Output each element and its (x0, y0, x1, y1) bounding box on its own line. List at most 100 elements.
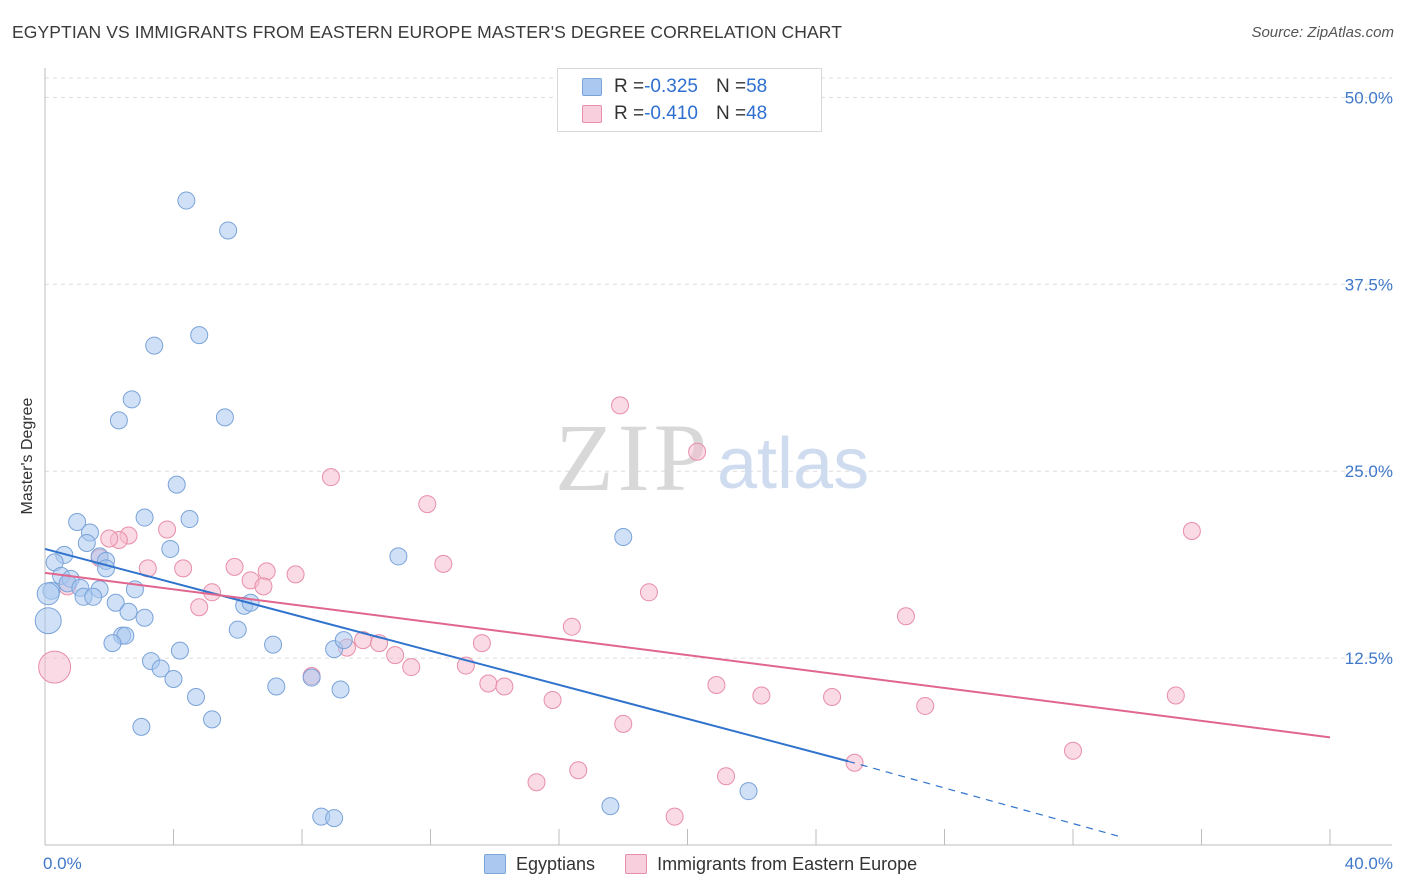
data-point-egyptians (601, 797, 620, 816)
data-point-egyptians (228, 620, 247, 639)
data-point-egyptians (389, 547, 408, 566)
data-point-egyptians (77, 533, 96, 552)
legend-r-value: -0.410 (644, 103, 698, 124)
watermark-zip: ZIP (555, 404, 711, 511)
data-point-eastern-europe (614, 714, 633, 733)
legend-n-label: N = (715, 103, 747, 124)
series-legend-item-eastern-europe: Immigrants from Eastern Europe (625, 854, 917, 875)
data-point-egyptians (106, 593, 125, 612)
data-point-eastern-europe (386, 646, 405, 665)
series-legend: Egyptians Immigrants from Eastern Europe (484, 852, 947, 876)
legend-row-eastern-europe: R = -0.410 N = 48 (558, 101, 767, 127)
data-point-eastern-europe (527, 773, 546, 792)
data-point-egyptians (334, 631, 353, 650)
data-point-egyptians (170, 641, 189, 660)
data-point-egyptians (36, 582, 60, 606)
data-point-egyptians (264, 635, 283, 654)
data-point-eastern-europe (479, 674, 498, 693)
legend-r-value: -0.325 (644, 76, 698, 97)
data-point-egyptians (122, 390, 141, 409)
data-point-eastern-europe (611, 396, 630, 415)
series-legend-label: Egyptians (516, 853, 596, 874)
data-point-eastern-europe (916, 696, 935, 715)
data-point-egyptians (219, 221, 238, 240)
data-point-egyptians (739, 782, 758, 801)
data-point-eastern-europe (495, 677, 514, 696)
data-point-egyptians (97, 559, 116, 578)
data-point-eastern-europe (717, 767, 736, 786)
legend-swatch-pink (625, 854, 648, 874)
data-point-eastern-europe (434, 554, 453, 573)
y-tick-label: 25.0% (1345, 462, 1393, 481)
data-point-eastern-europe (639, 583, 658, 602)
series-legend-label: Immigrants from Eastern Europe (657, 853, 918, 874)
data-point-eastern-europe (707, 676, 726, 695)
y-tick-label: 50.0% (1345, 88, 1393, 107)
data-point-egyptians (103, 634, 122, 653)
trend-lines (44, 547, 1331, 837)
data-point-egyptians (325, 809, 344, 828)
legend-row-egyptians: R = -0.325 N = 58 (558, 74, 767, 100)
data-point-egyptians (190, 326, 209, 345)
source-label: Source: ZipAtlas.com (1251, 24, 1394, 41)
data-point-egyptians (302, 668, 321, 687)
legend-n-value: 48 (746, 103, 768, 124)
data-point-egyptians (135, 508, 154, 527)
y-tick-label: 12.5% (1345, 649, 1393, 668)
data-point-egyptians (132, 717, 151, 736)
legend-swatch-pink (582, 105, 602, 123)
legend-r-label: R = (614, 76, 645, 97)
data-point-egyptians (614, 527, 633, 546)
legend-swatch-blue (582, 78, 602, 96)
data-point-eastern-europe (321, 468, 340, 487)
data-point-egyptians (331, 680, 350, 699)
data-point-eastern-europe (896, 607, 915, 626)
data-point-eastern-europe (38, 650, 72, 684)
data-point-eastern-europe (402, 658, 421, 677)
data-point-egyptians (203, 710, 222, 729)
data-point-egyptians (164, 670, 183, 689)
x-tick-label: 0.0% (43, 854, 82, 873)
data-point-egyptians (167, 475, 186, 494)
legend-swatch-blue (484, 854, 506, 874)
data-point-eastern-europe (1182, 522, 1201, 540)
data-point-eastern-europe (665, 807, 684, 826)
y-tick-label: 37.5% (1345, 275, 1393, 294)
data-point-eastern-europe (569, 761, 588, 780)
data-point-egyptians (84, 587, 103, 606)
data-point-egyptians (109, 411, 128, 430)
x-tick-label: 40.0% (1345, 854, 1393, 873)
legend-n-value: 58 (746, 76, 768, 97)
data-point-egyptians (215, 408, 234, 427)
trend-line-egyptians-extension (847, 760, 1119, 837)
data-point-egyptians (180, 510, 199, 529)
tick-labels: 12.5% 25.0% 37.5% 50.0% 0.0% 40.0% (43, 88, 1393, 873)
legend-r-label: R = (614, 103, 645, 124)
data-point-egyptians (161, 539, 180, 558)
legend-n-label: N = (715, 76, 747, 97)
series-egyptians-points (34, 191, 758, 828)
data-point-egyptians (68, 513, 87, 532)
data-point-eastern-europe (225, 557, 244, 576)
data-point-eastern-europe (100, 529, 119, 548)
data-point-eastern-europe (158, 520, 177, 539)
data-point-eastern-europe (1064, 741, 1082, 760)
chart-title: EGYPTIAN VS IMMIGRANTS FROM EASTERN EURO… (12, 22, 842, 42)
data-point-eastern-europe (254, 577, 273, 596)
data-point-eastern-europe (472, 634, 491, 653)
y-axis-label: Master's Degree (19, 397, 36, 515)
data-point-eastern-europe (752, 686, 771, 705)
data-point-eastern-europe (257, 562, 276, 581)
data-point-eastern-europe (190, 598, 209, 617)
data-point-egyptians (177, 191, 196, 210)
grid-layer (45, 77, 1392, 659)
watermark: ZIP atlas (555, 404, 869, 511)
correlation-legend: R = -0.325 N = 58 R = -0.410 N = 48 (557, 68, 822, 132)
data-point-eastern-europe (174, 559, 193, 578)
data-point-eastern-europe (688, 442, 707, 461)
data-point-egyptians (135, 608, 154, 627)
axes-layer (44, 68, 1392, 846)
data-point-eastern-europe (823, 687, 842, 706)
data-point-egyptians (186, 687, 205, 706)
